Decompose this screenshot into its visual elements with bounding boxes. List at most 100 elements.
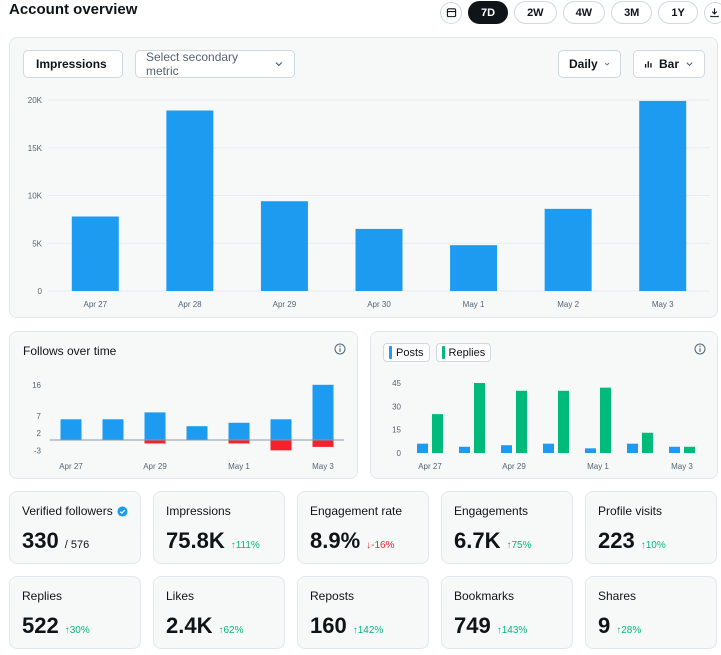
- y-tick-label: 0: [397, 449, 402, 458]
- y-tick-label: 2: [37, 429, 42, 438]
- metric-label-text: Engagements: [454, 504, 529, 518]
- range-1y-button[interactable]: 1Y: [658, 1, 698, 24]
- follows-panel-title: Follows over time: [23, 344, 117, 358]
- posts-bar-may-2: [627, 443, 638, 453]
- metric-card-reposts[interactable]: Reposts 160 ↑142%: [297, 576, 429, 649]
- metric-value: 223: [598, 528, 635, 553]
- range-7d-button[interactable]: 7D: [468, 1, 509, 24]
- follow-bar-may-3: [312, 384, 334, 440]
- replies-bar-apr-27: [432, 414, 443, 453]
- metric-label-text: Engagement rate: [310, 504, 403, 518]
- impressions-chart: 0 5K 10K 15K 20K Apr 27 Apr 28 Apr 29 Apr 30 May …: [28, 96, 710, 309]
- primary-metric-dropdown[interactable]: Impressions: [23, 50, 123, 78]
- bar-chart-icon: [644, 61, 652, 68]
- metric-delta-value: 75%: [511, 540, 532, 551]
- x-tick-label: May 1: [587, 462, 609, 471]
- secondary-metric-dropdown[interactable]: Select secondary metric: [135, 50, 295, 78]
- metric-value: 6.7K: [454, 528, 501, 553]
- arrow-up-icon: ↑: [506, 540, 512, 551]
- metric-card-engagements[interactable]: Engagements 6.7K ↑75%: [441, 491, 573, 564]
- legend-posts[interactable]: Posts: [383, 343, 430, 362]
- arrow-up-icon: ↑: [230, 540, 236, 551]
- y-tick-label: -3: [34, 446, 42, 455]
- x-tick-label: Apr 28: [178, 300, 202, 309]
- metric-delta-value: 28%: [621, 625, 642, 636]
- chart-type-label: Bar: [658, 57, 679, 71]
- posts-bar-may-3: [669, 446, 680, 453]
- metric-delta: ↑75%: [506, 540, 531, 551]
- range-2w-button[interactable]: 2W: [514, 1, 557, 24]
- x-tick-label: May 2: [557, 300, 579, 309]
- follow-bar-may-2: [270, 419, 292, 440]
- follow-bar-apr-29: [144, 412, 166, 440]
- interval-dropdown[interactable]: Daily: [558, 50, 621, 78]
- metric-value: 522: [22, 613, 59, 638]
- range-toolbar: 7D 2W 4W 3M 1Y: [440, 1, 721, 24]
- metric-label-text: Shares: [598, 589, 637, 603]
- metric-card-verified-followers[interactable]: Verified followers 330 / 576: [9, 491, 141, 564]
- metric-delta: ↑30%: [65, 625, 90, 636]
- posts-replies-chart: 0 15 30 45 Apr 27 Apr 29 May 1 May 3: [392, 379, 695, 471]
- metric-card-impressions[interactable]: Impressions 75.8K ↑111%: [153, 491, 285, 564]
- metric-value-row: 223 ↑10%: [598, 528, 704, 554]
- bar-apr-28: [166, 110, 214, 291]
- metric-value-row: 749 ↑143%: [454, 613, 560, 639]
- unfollow-bar-apr-29: [144, 440, 166, 444]
- legend-replies[interactable]: Replies: [435, 343, 492, 362]
- bar-apr-29: [260, 201, 308, 291]
- posts-bar-apr-29: [501, 445, 512, 453]
- posts-bar-may-1: [585, 448, 596, 453]
- metric-card-replies[interactable]: Replies 522 ↑30%: [9, 576, 141, 649]
- metric-value: 8.9%: [310, 528, 361, 553]
- chevron-down-icon: [275, 62, 283, 67]
- range-3m-button[interactable]: 3M: [611, 1, 653, 24]
- metric-delta: ↑143%: [497, 625, 528, 636]
- metric-label-text: Replies: [22, 589, 63, 603]
- info-icon[interactable]: [694, 343, 706, 355]
- metric-value-row: 9 ↑28%: [598, 613, 704, 639]
- range-4w-button[interactable]: 4W: [562, 1, 606, 24]
- metric-value-row: 6.7K ↑75%: [454, 528, 560, 554]
- metric-value: 75.8K: [166, 528, 225, 553]
- metric-card-profile-visits[interactable]: Profile visits 223 ↑10%: [585, 491, 717, 564]
- chart-type-dropdown[interactable]: Bar: [633, 50, 705, 78]
- posts-replies-panel: Posts Replies 0 15 30 45 Apr 27 Apr 29 May 1 Ma…: [370, 331, 718, 479]
- y-tick-label: 15K: [28, 144, 43, 153]
- metric-delta: ↓-16%: [366, 540, 394, 551]
- arrow-up-icon: ↑: [640, 540, 646, 551]
- secondary-metric-placeholder: Select secondary metric: [146, 50, 239, 78]
- metric-card-label: Likes: [166, 589, 272, 603]
- replies-bar-may-3: [684, 446, 695, 453]
- unfollow-bar-may-1: [228, 440, 250, 444]
- metric-card-label: Engagements: [454, 504, 560, 518]
- metric-label-text: Bookmarks: [454, 589, 515, 603]
- bar-apr-27: [71, 216, 119, 291]
- metric-value-row: 2.4K ↑62%: [166, 613, 272, 639]
- info-icon[interactable]: [334, 343, 346, 355]
- follow-bar-apr-27: [60, 419, 82, 440]
- metric-value: 9: [598, 613, 611, 638]
- chevron-down-icon: [604, 62, 610, 66]
- metric-card-label: Engagement rate: [310, 504, 416, 518]
- metric-card-likes[interactable]: Likes 2.4K ↑62%: [153, 576, 285, 649]
- metric-card-bookmarks[interactable]: Bookmarks 749 ↑143%: [441, 576, 573, 649]
- y-tick-label: 15: [392, 426, 401, 435]
- metric-card-label: Verified followers: [22, 504, 128, 518]
- posts-bar-apr-28: [459, 446, 470, 453]
- metric-delta-value: 111%: [235, 540, 260, 551]
- page-title: Account overview: [9, 1, 138, 18]
- bar-may-3: [639, 100, 687, 291]
- metric-card-engagement-rate[interactable]: Engagement rate 8.9% ↓-16%: [297, 491, 429, 564]
- metric-delta: ↑111%: [231, 540, 260, 551]
- arrow-up-icon: ↑: [64, 625, 70, 636]
- replies-bar-apr-28: [474, 383, 485, 453]
- metric-label-text: Likes: [166, 589, 195, 603]
- x-tick-label: May 3: [652, 300, 674, 309]
- download-icon[interactable]: [703, 1, 721, 24]
- metric-card-shares[interactable]: Shares 9 ↑28%: [585, 576, 717, 649]
- x-tick-label: Apr 27: [418, 462, 442, 471]
- interval-label: Daily: [569, 57, 598, 71]
- x-tick-label: Apr 27: [83, 300, 107, 309]
- calendar-icon[interactable]: [440, 1, 462, 24]
- chevron-down-icon: [686, 62, 693, 67]
